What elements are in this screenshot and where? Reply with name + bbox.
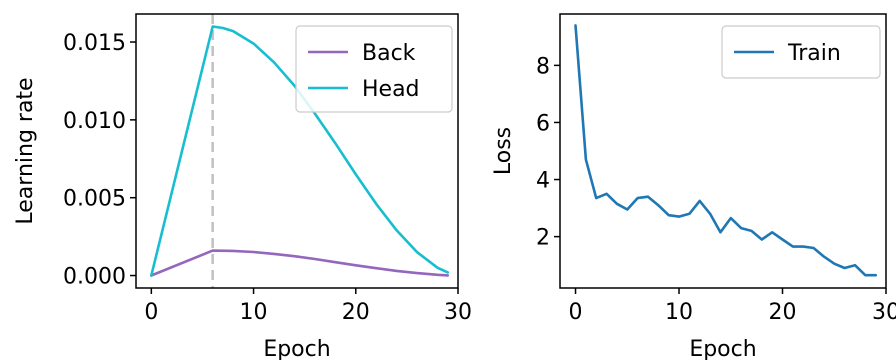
x-axis-label: Epoch <box>689 337 756 360</box>
learning-rate-chart: 0 10 20 30 0.000 0.005 0.010 0.015 Epoch Learning… <box>13 14 472 360</box>
legend-label-train: Train <box>787 41 841 66</box>
x-tick-label: 10 <box>665 300 693 325</box>
legend-label-back: Back <box>362 41 416 66</box>
y-tick-label: 0.010 <box>63 109 126 134</box>
x-tick-label: 20 <box>342 300 370 325</box>
loss-chart: 0 10 20 30 2 4 6 8 Epoch Loss Train <box>491 14 896 360</box>
x-tick-label: 0 <box>144 300 158 325</box>
y-tick-label: 2 <box>536 226 550 251</box>
y-tick-label: 0.000 <box>63 265 126 290</box>
x-tick-label: 0 <box>569 300 583 325</box>
y-tick-label: 8 <box>536 54 550 79</box>
y-tick-label: 4 <box>536 169 550 194</box>
y-axis-label: Learning rate <box>13 77 38 224</box>
x-tick-label: 30 <box>444 300 472 325</box>
x-tick-label: 20 <box>769 300 797 325</box>
y-tick-label: 6 <box>536 111 550 136</box>
y-tick-label: 0.005 <box>63 187 126 212</box>
series-line-back <box>151 251 448 276</box>
y-axis-label: Loss <box>491 127 516 175</box>
legend-label-head: Head <box>362 77 420 102</box>
legend: Back Head <box>296 26 452 112</box>
legend: Train <box>722 26 880 78</box>
x-tick-label: 30 <box>872 300 896 325</box>
x-axis-label: Epoch <box>263 337 330 360</box>
y-tick-label: 0.015 <box>63 31 126 56</box>
x-tick-label: 10 <box>240 300 268 325</box>
